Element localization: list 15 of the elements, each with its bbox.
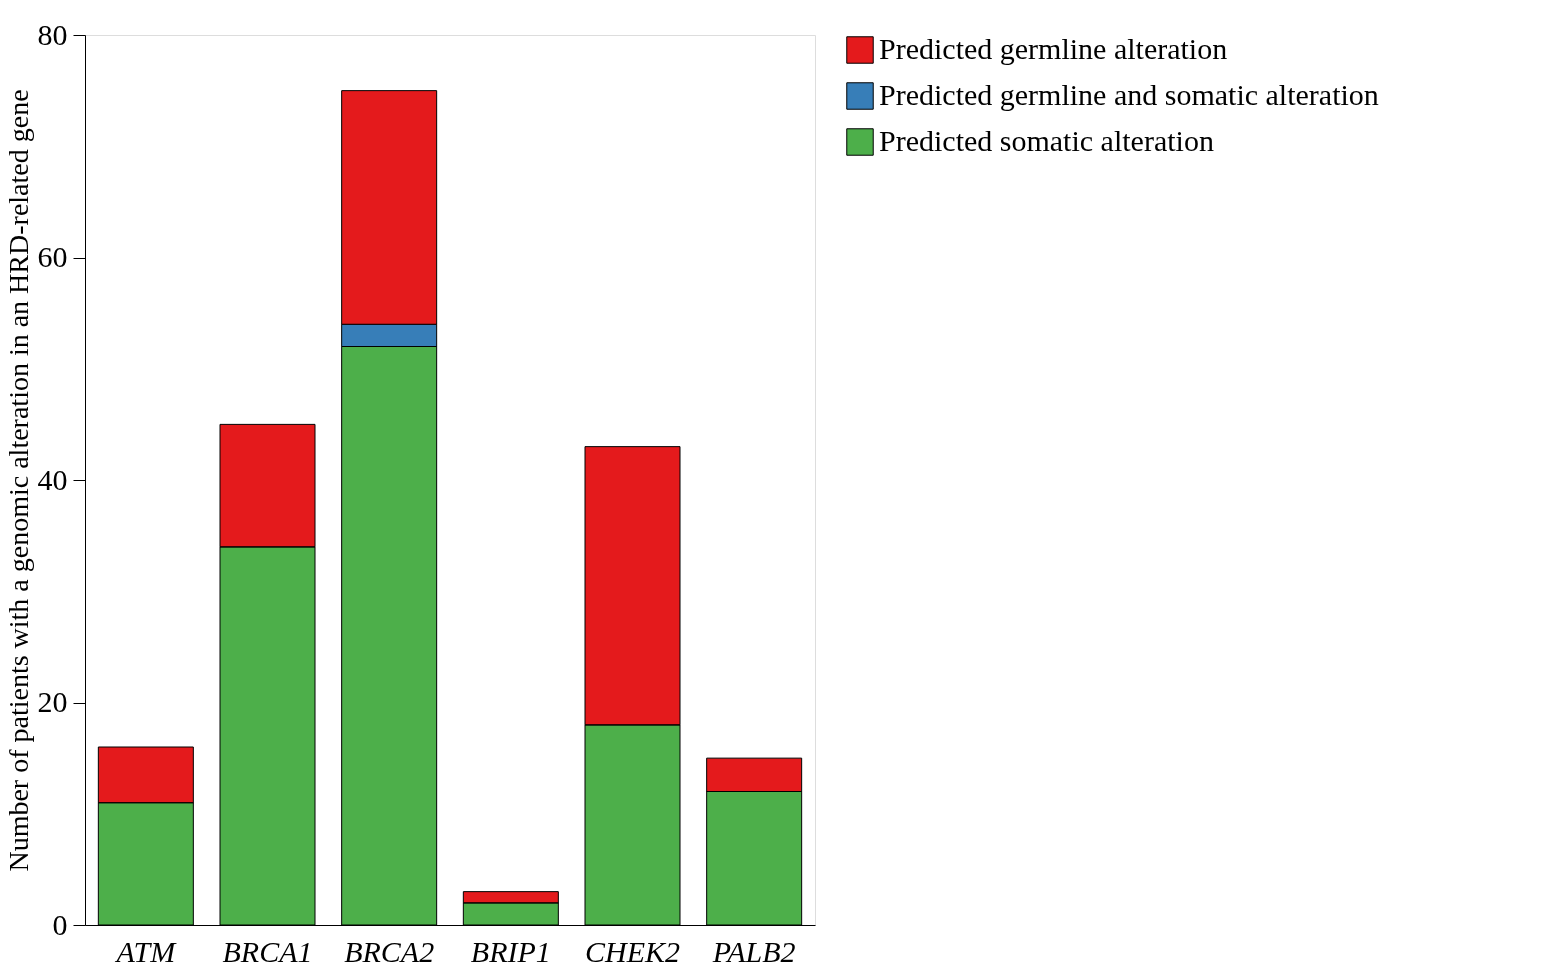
y-tick-label: 80 bbox=[37, 17, 68, 51]
y-tick-label: 20 bbox=[37, 685, 68, 718]
y-tick-label: 0 bbox=[52, 907, 68, 941]
x-tick-label: BRCA2 bbox=[344, 934, 435, 968]
x-tick-label: ATM bbox=[114, 934, 178, 968]
legend-label: Predicted germline alteration bbox=[879, 32, 1228, 65]
y-tick-label: 40 bbox=[37, 462, 68, 496]
x-tick-label: CHEK2 bbox=[584, 934, 681, 968]
x-tick-label: BRCA1 bbox=[222, 934, 313, 968]
x-tick-label: BRIP1 bbox=[470, 934, 551, 968]
y-tick-label: 60 bbox=[37, 240, 68, 273]
x-tick-label: PALB2 bbox=[711, 934, 796, 968]
legend-label: Predicted somatic alteration bbox=[879, 124, 1214, 157]
legend-label: Predicted germline and somatic alteration bbox=[879, 78, 1379, 111]
y-axis-title: Number of patients with a genomic alteration in an HRD-related gene bbox=[2, 89, 34, 872]
